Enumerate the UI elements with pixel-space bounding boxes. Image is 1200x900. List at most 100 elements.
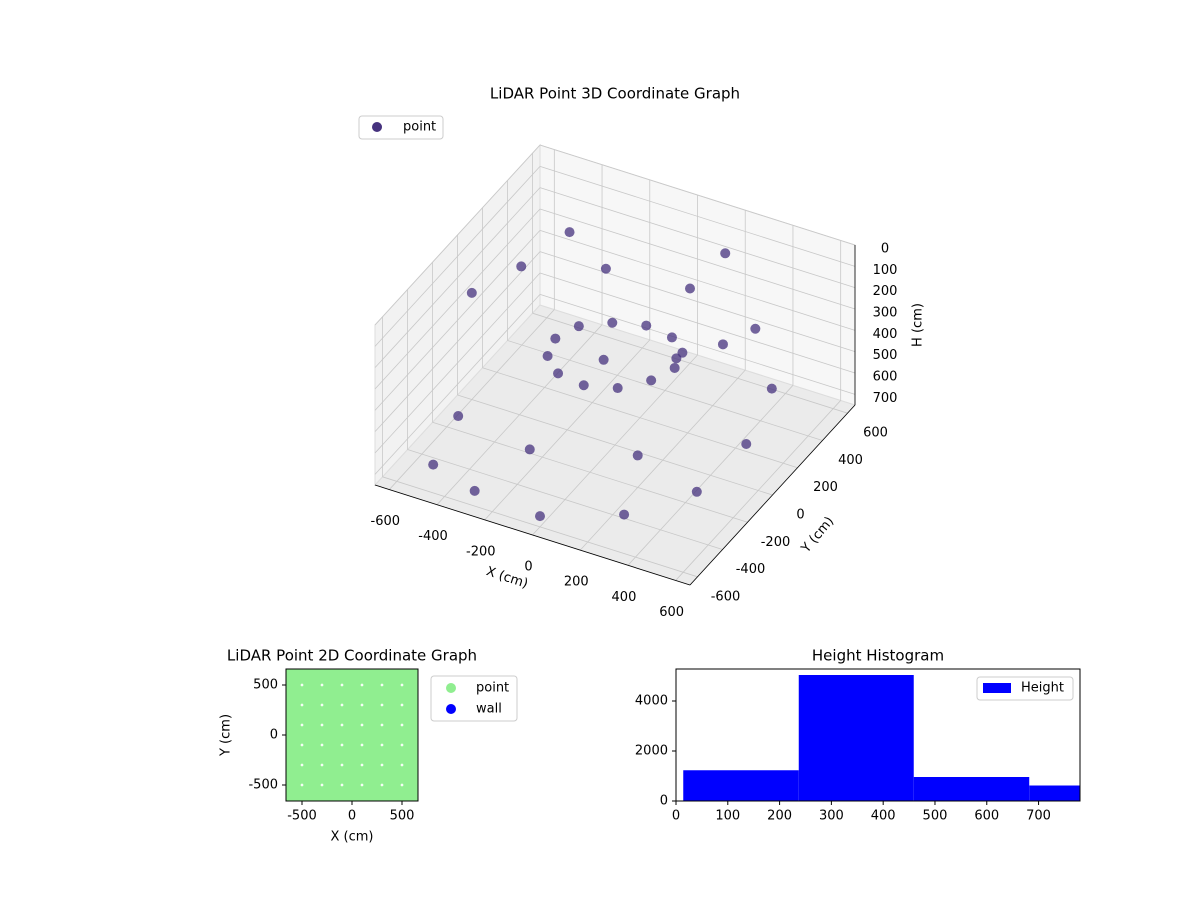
legend-marker: [446, 683, 456, 693]
point: [339, 782, 365, 801]
grid-line: [539, 272, 856, 374]
point: [359, 702, 385, 728]
point: [379, 782, 405, 801]
x-axis-label: X (cm): [331, 830, 374, 845]
grid-line: [539, 208, 856, 310]
x-tick-label: -400: [418, 529, 448, 544]
point: [550, 333, 561, 344]
point: [379, 702, 405, 728]
point: [379, 682, 405, 708]
z-tick-label: 700: [873, 391, 898, 406]
x-tick-label: 400: [612, 590, 637, 605]
y-tick-label: -500: [248, 778, 278, 793]
bar: [798, 675, 914, 801]
y-tick-label: 2000: [635, 744, 668, 759]
point: [607, 317, 618, 328]
point: [612, 383, 623, 394]
legend-label: point: [403, 120, 436, 135]
y-tick-label: 600: [863, 426, 888, 441]
legend-box: [358, 115, 444, 140]
x-tick-label: 200: [767, 809, 792, 824]
point: [720, 248, 731, 259]
point: [299, 702, 325, 728]
x-tick-label: -200: [466, 544, 496, 559]
y-tick-label: 500: [253, 678, 278, 693]
point: [453, 411, 464, 422]
point: [379, 669, 405, 688]
point: [573, 321, 584, 332]
point: [691, 486, 702, 497]
grid-line: [407, 449, 723, 550]
z-tick-label: 400: [873, 327, 898, 342]
x-tick-label: 500: [390, 809, 415, 824]
point: [319, 762, 345, 788]
y-tick-label: 0: [796, 508, 804, 523]
point: [359, 669, 385, 688]
point: [319, 782, 345, 801]
point: [553, 368, 564, 379]
grid-line: [432, 421, 748, 523]
point: [299, 742, 325, 768]
point: [685, 283, 695, 294]
z-tick-label: 100: [873, 263, 898, 278]
point: [399, 722, 418, 748]
point: [535, 511, 545, 522]
x-tick-label: 400: [871, 809, 896, 824]
point: [319, 742, 345, 768]
grid-line: [374, 294, 541, 475]
point: [359, 722, 385, 748]
points-3d: [428, 227, 777, 522]
grid-line: [539, 165, 856, 267]
axis-line: [689, 404, 856, 586]
y-tick-label: 400: [838, 453, 863, 468]
legend-label: wall: [476, 702, 502, 717]
point: [339, 762, 365, 788]
point: [542, 351, 553, 362]
point: [598, 354, 609, 365]
point: [399, 669, 418, 688]
legend-box: [976, 676, 1074, 701]
point: [319, 722, 345, 748]
grid-line: [539, 293, 856, 395]
point: [299, 669, 325, 688]
axes-frame: [675, 668, 1081, 802]
point: [469, 485, 480, 496]
grid-line: [374, 144, 541, 326]
x-tick-label: 0: [672, 809, 680, 824]
point: [319, 702, 345, 728]
point: [666, 332, 677, 343]
z-tick-label: 200: [873, 284, 898, 299]
point: [619, 509, 630, 520]
point: [564, 227, 575, 238]
point: [646, 375, 657, 386]
y-tick-label: 4000: [635, 694, 668, 709]
grid-line: [374, 230, 541, 411]
point: [379, 742, 405, 768]
y-axis-label: Y (cm): [219, 714, 234, 757]
point: [399, 742, 418, 768]
point: [466, 287, 477, 298]
bar: [683, 770, 799, 801]
point: [299, 722, 325, 748]
legend-marker: [446, 704, 456, 714]
point: [399, 762, 418, 788]
point: [339, 722, 365, 748]
z-tick-label: 0: [881, 242, 889, 257]
chart-title: LiDAR Point 3D Coordinate Graph: [490, 85, 740, 103]
grid-line: [374, 166, 541, 347]
z-tick-label: 300: [873, 306, 898, 321]
point: [750, 323, 761, 334]
grid-line: [539, 187, 856, 289]
grid-line: [539, 144, 856, 246]
point: [286, 762, 305, 788]
x-tick-label: 700: [1026, 809, 1051, 824]
x-tick-label: 200: [564, 575, 589, 590]
point: [339, 669, 365, 688]
z-tick-label: 600: [873, 370, 898, 385]
point: [379, 722, 405, 748]
plot-hist: [683, 675, 1080, 801]
axis-line: [374, 484, 691, 586]
point: [339, 682, 365, 708]
x-tick-label: -600: [371, 514, 401, 529]
